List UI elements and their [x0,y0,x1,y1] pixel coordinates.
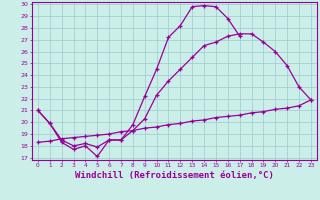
X-axis label: Windchill (Refroidissement éolien,°C): Windchill (Refroidissement éolien,°C) [75,171,274,180]
